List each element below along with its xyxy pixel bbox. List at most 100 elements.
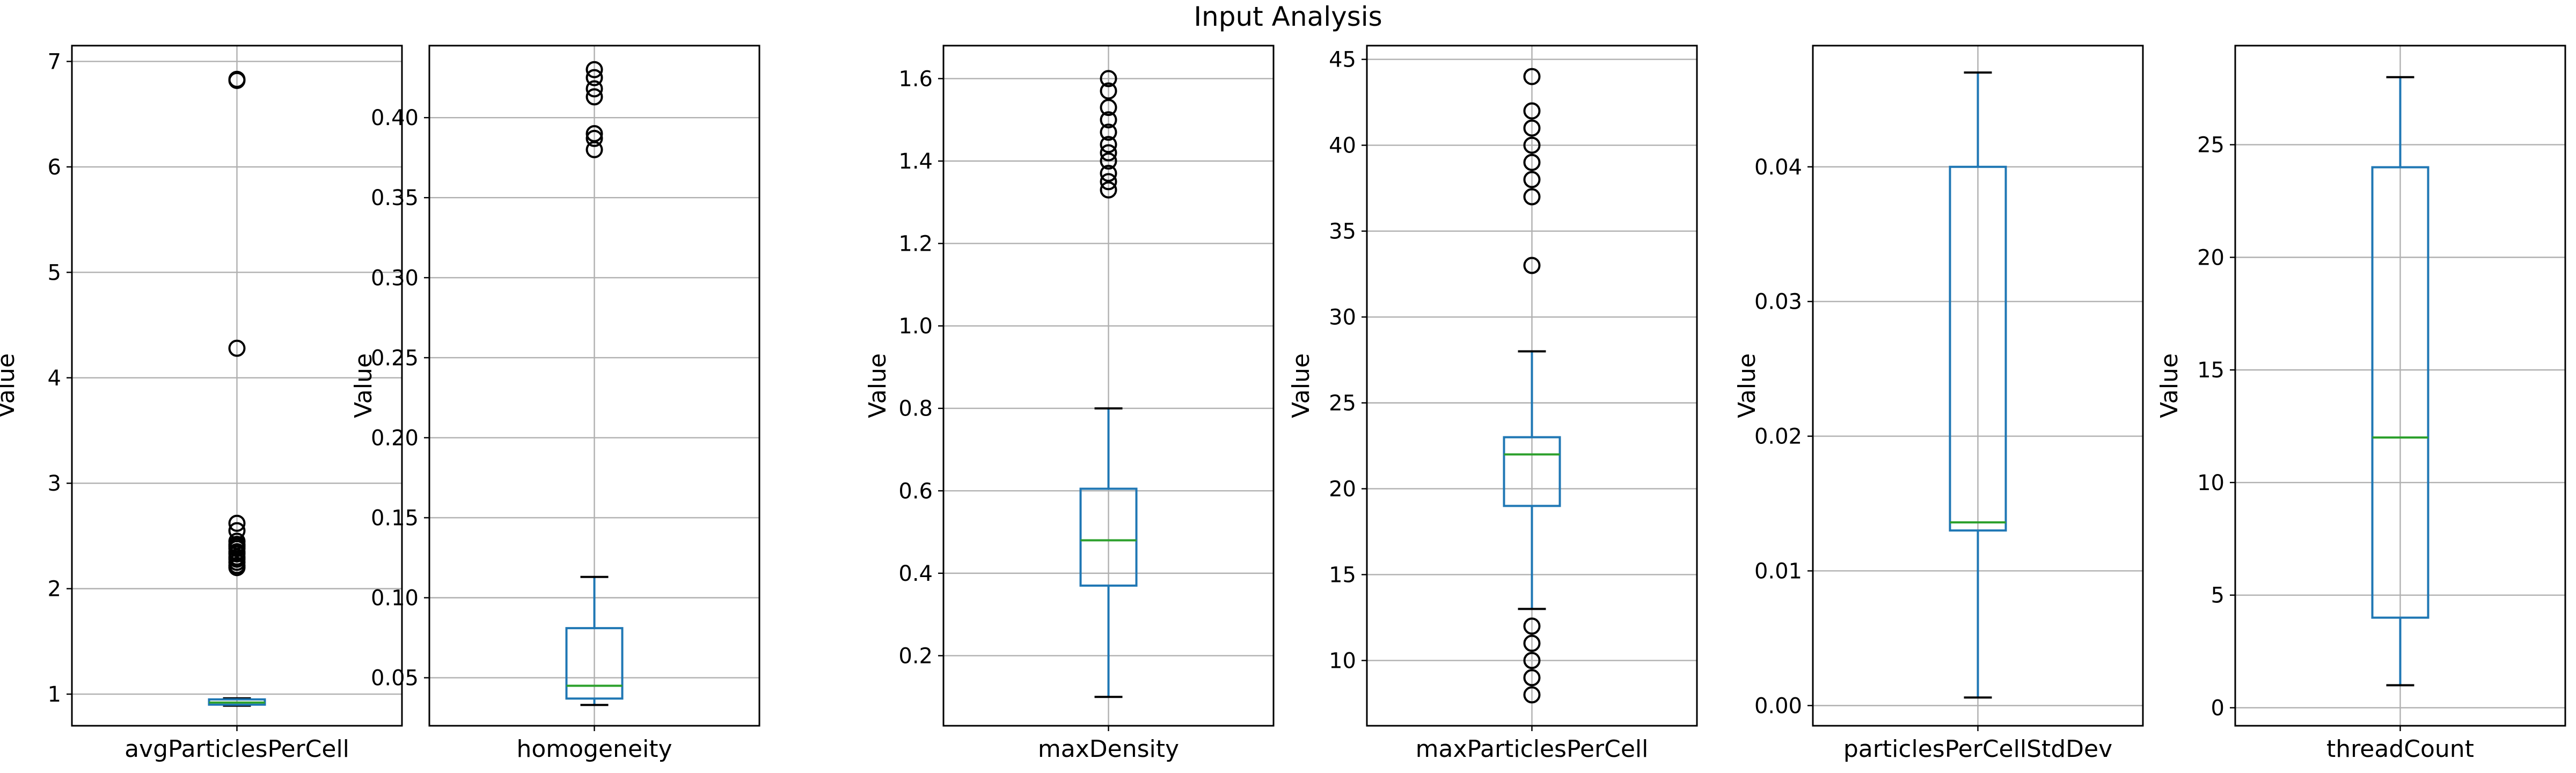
outlier-point [1100,165,1117,183]
outlier-point [586,61,603,78]
y-tick-label: 1.4 [898,149,933,174]
y-axis-title: Value [864,353,891,418]
outlier-point [1100,152,1117,170]
outlier-point [1100,70,1117,87]
y-tick-label: 0.2 [898,644,933,668]
outlier-point [1523,68,1541,85]
outlier-point [586,69,603,86]
outlier-point [1100,82,1117,100]
y-tick-label: 0.8 [898,397,933,421]
box-iqr [1079,487,1138,587]
y-tick-label: 0.35 [371,186,419,210]
y-tick-label: 2 [48,577,61,602]
y-tick-label: 1.6 [898,67,933,91]
outlier-point [1523,686,1541,704]
panel-max-density: 0.2 0.4 0.6 0.8 1.0 1.2 1.4 1.6 maxDensity Value [864,45,1275,763]
x-category-label: threadCount [2326,735,2474,763]
y-tick-label: 5 [2211,584,2224,608]
outlier-point [586,141,603,158]
box-iqr [1503,436,1561,507]
outlier-point [228,559,246,577]
panel-homogeneity: 0.05 0.10 0.15 0.20 0.25 0.30 0.35 0.40 homogene… [350,45,760,763]
y-axis-title: Value [0,353,20,418]
y-tick-label: 15 [1329,563,1356,587]
outlier-point [1523,617,1541,635]
y-tick-label: 0.4 [898,561,933,586]
y-tick-label: 0.02 [1754,425,1802,449]
y-tick-label: 25 [1329,391,1356,415]
outlier-point [228,339,246,357]
panel-particles-per-cell-std-dev: 0.00 0.01 0.02 0.03 0.04 particlesPerCellStdD… [1733,45,2144,763]
outlier-point [586,88,603,106]
y-tick-label: 0.00 [1754,694,1802,718]
outlier-point [1100,181,1117,199]
y-tick-label: 0.05 [371,666,419,691]
outlier-point [1523,188,1541,206]
panel-max-particles-per-cell: 10 15 20 25 30 35 40 45 maxParticlesPerCell Value [1287,45,1698,763]
outlier-point [1523,154,1541,171]
outlier-point [228,71,246,89]
y-tick-label: 15 [2197,358,2224,383]
outlier-point [1523,102,1541,120]
y-tick-label: 1 [48,682,61,707]
box-iqr [1949,165,2007,532]
y-tick-label: 45 [1329,48,1356,72]
outlier-point [1100,99,1117,116]
y-tick-label: 6 [48,155,61,180]
outlier-point [1100,144,1117,162]
outlier-point [586,80,603,98]
outlier-point [1523,171,1541,188]
outlier-point [1523,119,1541,137]
y-tick-label: 4 [48,366,61,391]
y-tick-label: 0.30 [371,266,419,290]
y-tick-label: 20 [2197,245,2224,270]
outlier-point [1100,111,1117,129]
y-tick-label: 0.40 [371,106,419,130]
panels-group: 1234567avgParticlesPerCellValue0.050.100… [0,45,2566,763]
x-category-label: homogeneity [516,735,672,763]
x-category-label: maxDensity [1038,735,1179,763]
outlier-point [586,129,603,147]
y-axis-title: Value [1287,353,1315,418]
y-tick-label: 10 [2197,471,2224,495]
figure-title: Input Analysis [1194,1,1382,32]
x-category-label: avgParticlesPerCell [125,735,349,763]
y-tick-label: 20 [1329,477,1356,501]
outlier-point [1100,173,1117,191]
y-tick-label: 0.01 [1754,559,1802,584]
y-tick-label: 0.03 [1754,290,1802,315]
outlier-point [228,514,246,532]
y-tick-label: 3 [48,471,61,496]
outlier-point [1523,635,1541,652]
y-axis-title: Value [1733,353,1761,418]
outlier-point [1523,669,1541,687]
y-tick-label: 0.25 [371,346,419,370]
y-tick-label: 0.15 [371,506,419,530]
x-category-label: particlesPerCellStdDev [1843,735,2112,763]
outlier-point [1523,257,1541,274]
panel-thread-count: 0 5 10 15 20 25 threadCount Value [2156,45,2566,763]
outlier-point [1523,652,1541,669]
y-tick-label: 0.04 [1754,155,1802,180]
y-axis-title: Value [350,353,377,418]
y-tick-label: 5 [48,260,61,285]
y-tick-label: 10 [1329,648,1356,673]
outlier-point [1523,136,1541,154]
y-tick-label: 7 [48,49,61,74]
y-tick-label: 35 [1329,220,1356,244]
y-tick-label: 1.2 [898,232,933,257]
y-tick-label: 30 [1329,305,1356,330]
y-tick-label: 0 [2211,696,2224,720]
outlier-point [1100,136,1117,154]
y-tick-label: 0.6 [898,479,933,504]
outlier-point [1100,123,1117,141]
x-category-label: maxParticlesPerCell [1416,735,1649,763]
y-tick-label: 40 [1329,134,1356,158]
box-iqr [2371,166,2429,619]
y-tick-label: 1.0 [898,314,933,339]
y-tick-label: 0.20 [371,426,419,450]
y-axis-title: Value [2156,353,2183,418]
y-tick-label: 0.10 [371,586,419,611]
panel-avg-particles-per-cell: 1 2 3 4 5 6 7 avgParticlesPerCell Value [0,45,403,763]
